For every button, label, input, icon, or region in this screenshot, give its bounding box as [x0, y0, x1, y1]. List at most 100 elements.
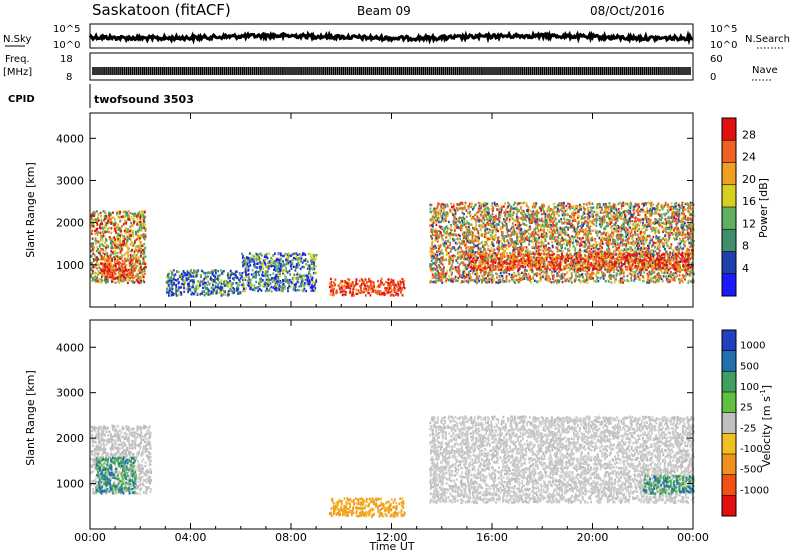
velocity-colorbar-label: Velocity [m s-1] [759, 385, 773, 467]
colorbar-tick-label: 1000 [740, 341, 765, 352]
colorbar-tick-label: 20 [742, 173, 756, 186]
heatmap-cells [90, 210, 146, 283]
colorbar-swatch [722, 207, 736, 230]
velocity-y-label: Slant Range [km] [24, 370, 37, 466]
cpid-value: twofsound 3503 [94, 93, 194, 106]
heatmap-cells [330, 278, 402, 297]
heatmap-cells [429, 201, 694, 285]
heatmap-cells [429, 415, 695, 505]
colorbar-swatch [722, 433, 736, 455]
colorbar-tick-label: 25 [740, 403, 753, 414]
colorbar-tick-label: -500 [740, 465, 763, 476]
colorbar-swatch [722, 229, 736, 252]
nave-label: Nave [752, 65, 778, 76]
colorbar-tick-label: -25 [740, 423, 756, 434]
nsky-tick-hi: 10^5 [53, 24, 80, 35]
colorbar-swatch [722, 412, 736, 434]
power-heatmap [90, 201, 695, 297]
nsearch-tick-hi: 10^5 [710, 24, 737, 35]
colorbar-swatch [722, 251, 736, 275]
heatmap-cells [242, 252, 318, 293]
colorbar-swatch [722, 454, 736, 476]
x-axis-label: Time UT [368, 540, 414, 553]
heatmap-cells [642, 475, 695, 495]
power-colorbar-label: Power [dB] [757, 178, 770, 238]
heatmap-cells [101, 257, 137, 280]
colorbar-swatch [722, 350, 736, 372]
heatmap-cells [101, 256, 137, 279]
freq-units: [MHz] [3, 67, 32, 78]
heatmap-cells [90, 210, 146, 284]
freq-label: Freq. [5, 54, 30, 65]
x-tick-label: 04:00 [175, 531, 207, 544]
power-colorbar: 28 24 20 16 12 8 4 [721, 117, 756, 297]
nsky-tick-lo: 10^0 [53, 40, 80, 51]
colorbar-tick-label: 100 [740, 382, 759, 393]
freq-tick-hi: 18 [60, 54, 73, 65]
heatmap-cells [90, 424, 152, 495]
y-tick-label: 3000 [56, 174, 84, 187]
heatmap-cells [95, 456, 135, 495]
heatmap-cells [165, 269, 240, 297]
y-tick-label: 1000 [56, 259, 84, 272]
colorbar-swatch [722, 162, 736, 186]
nave-tick-hi: 60 [710, 54, 723, 65]
heatmap-cells [330, 277, 403, 297]
y-tick-label: 2000 [56, 432, 84, 445]
heatmap-cells [429, 415, 694, 505]
heatmap-cells [429, 415, 695, 505]
colorbar-tick-label: 500 [740, 361, 759, 372]
colorbar-tick-label: 8 [742, 240, 749, 253]
nsearch-tick-lo: 10^0 [710, 40, 737, 51]
x-tick-label: 00:00 [74, 531, 106, 544]
velocity-heatmap [90, 415, 695, 518]
heatmap-cells [467, 252, 694, 272]
colorbar-swatch [722, 495, 736, 517]
colorbar-tick-label: 12 [742, 217, 756, 230]
beam-label: Beam 09 [357, 4, 411, 18]
colorbar-frame [721, 329, 737, 517]
colorbar-tick-label: 16 [742, 195, 756, 208]
y-tick-label: 4000 [56, 132, 84, 145]
colorbar-tick-label: 28 [742, 128, 756, 141]
time-axis: 00:00 04:00 08:00 12:00 16:00 20:00 00:00 [74, 113, 709, 544]
colorbar-swatch [722, 330, 736, 352]
colorbar-swatch [722, 392, 736, 414]
heatmap-cells [328, 277, 406, 297]
colorbar-tick-label: 24 [742, 151, 756, 164]
y-tick-label: 4000 [56, 341, 84, 354]
x-tick-label: 08:00 [275, 531, 307, 544]
nsky-trace [88, 30, 694, 46]
freq-trace [92, 67, 691, 75]
date-label: 08/Oct/2016 [590, 4, 665, 18]
x-tick-label: 12:00 [376, 531, 408, 544]
heatmap-cells [168, 269, 242, 297]
velocity-colorbar: 1000 500 100 25 -25 -100 -500 -1000 [721, 329, 769, 517]
heatmap-cells [166, 269, 242, 297]
velocity-y-axis: 1000 2000 3000 4000 [56, 341, 693, 491]
colorbar-tick-label: -100 [740, 444, 763, 455]
heatmap-cells [643, 474, 695, 495]
freq-tick-lo: 8 [66, 72, 72, 83]
heatmap-cells [470, 252, 695, 272]
nave-tick-lo: 0 [710, 72, 716, 83]
freq-panel-frame [89, 52, 694, 81]
heatmap-cells [429, 201, 695, 284]
colorbar-tick-label: 4 [742, 262, 749, 275]
colorbar-tick-label: -1000 [740, 485, 769, 496]
colorbar-swatch [722, 140, 736, 163]
nsky-label: N.Sky [3, 34, 31, 45]
heatmap-cells [167, 269, 242, 297]
heatmap-cells [466, 252, 694, 272]
colorbar-swatch [722, 474, 736, 496]
x-tick-label: 20:00 [577, 531, 609, 544]
colorbar-swatch [722, 118, 736, 141]
power-y-axis: 1000 2000 3000 4000 [56, 132, 693, 272]
heatmap-cells [241, 252, 318, 293]
colorbar-swatch [722, 371, 736, 393]
heatmap-cells [90, 424, 152, 495]
colorbar-swatch [722, 184, 736, 208]
x-tick-label: 00:00 [677, 531, 709, 544]
y-tick-label: 2000 [56, 217, 84, 230]
